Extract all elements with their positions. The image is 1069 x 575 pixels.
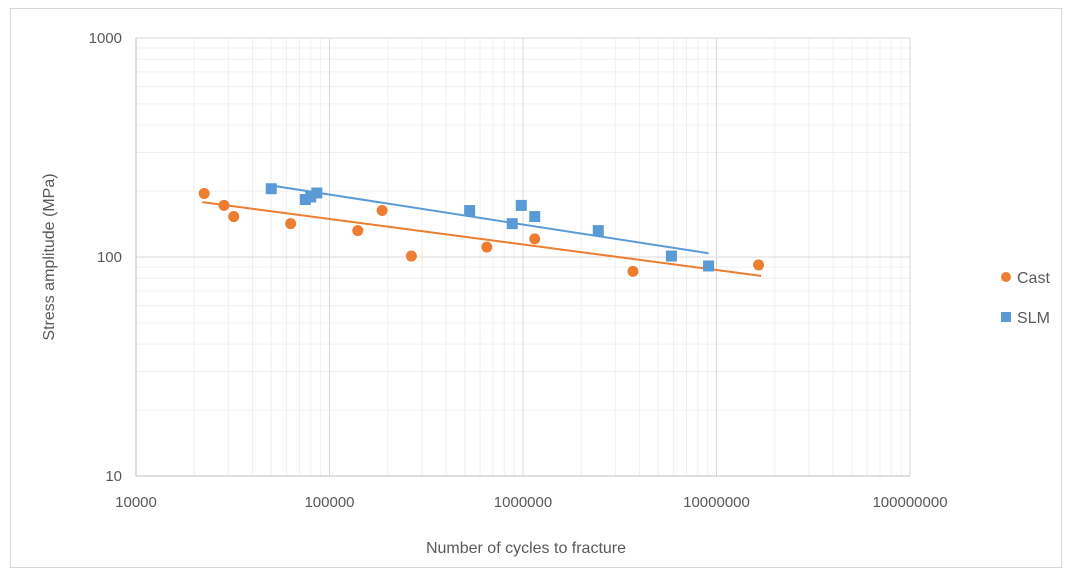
y-axis-title: Stress amplitude (MPa) [41,173,58,340]
legend-label-slm: SLM [1017,310,1050,327]
legend-marker-slm [1001,312,1011,322]
trendline-slm [271,184,709,255]
point-slm [464,205,476,217]
axes [135,38,910,477]
point-slm [265,183,277,195]
x-tick-label: 100000 [304,494,354,511]
legend: Cast SLM [1001,270,1050,327]
point-cast [228,211,240,223]
point-cast [529,233,541,245]
point-cast [352,225,364,237]
point-cast [753,259,765,271]
tick-labels: 10000 100000 1000000 10000000 100000000 10 100… [89,30,948,511]
x-axis-title: Number of cycles to fracture [426,540,626,557]
point-slm [703,260,715,272]
point-cast [218,199,230,211]
legend-marker-cast [1001,272,1011,282]
data-points [198,183,765,277]
y-tick-label: 100 [97,249,122,266]
point-cast [376,205,388,217]
legend-label-cast: Cast [1017,270,1050,287]
point-cast [285,218,297,230]
point-slm [311,187,323,199]
y-tick-label: 1000 [89,30,122,47]
point-slm [665,250,677,262]
x-tick-label: 10000 [115,494,157,511]
point-cast [405,250,417,262]
point-slm [305,191,317,203]
y-tick-label: 10 [105,468,122,485]
point-cast [198,187,210,199]
point-slm [592,225,604,237]
point-cast [627,265,639,277]
x-tick-label: 100000000 [872,494,947,511]
point-slm [506,218,518,230]
grid [135,37,911,477]
trendline-cast [202,201,762,277]
chart-frame [10,8,1062,568]
trendlines [202,184,762,277]
x-tick-label: 10000000 [683,494,750,511]
point-slm [529,211,541,223]
x-tick-label: 1000000 [494,494,552,511]
point-cast [481,241,493,253]
point-slm [515,199,527,211]
